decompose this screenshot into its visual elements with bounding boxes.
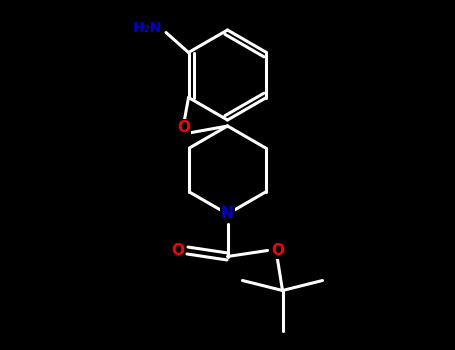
Text: N: N xyxy=(221,206,234,222)
Text: O: O xyxy=(271,243,284,258)
Text: O: O xyxy=(171,243,184,258)
Text: H₂N: H₂N xyxy=(132,21,162,35)
Text: O: O xyxy=(177,120,190,135)
